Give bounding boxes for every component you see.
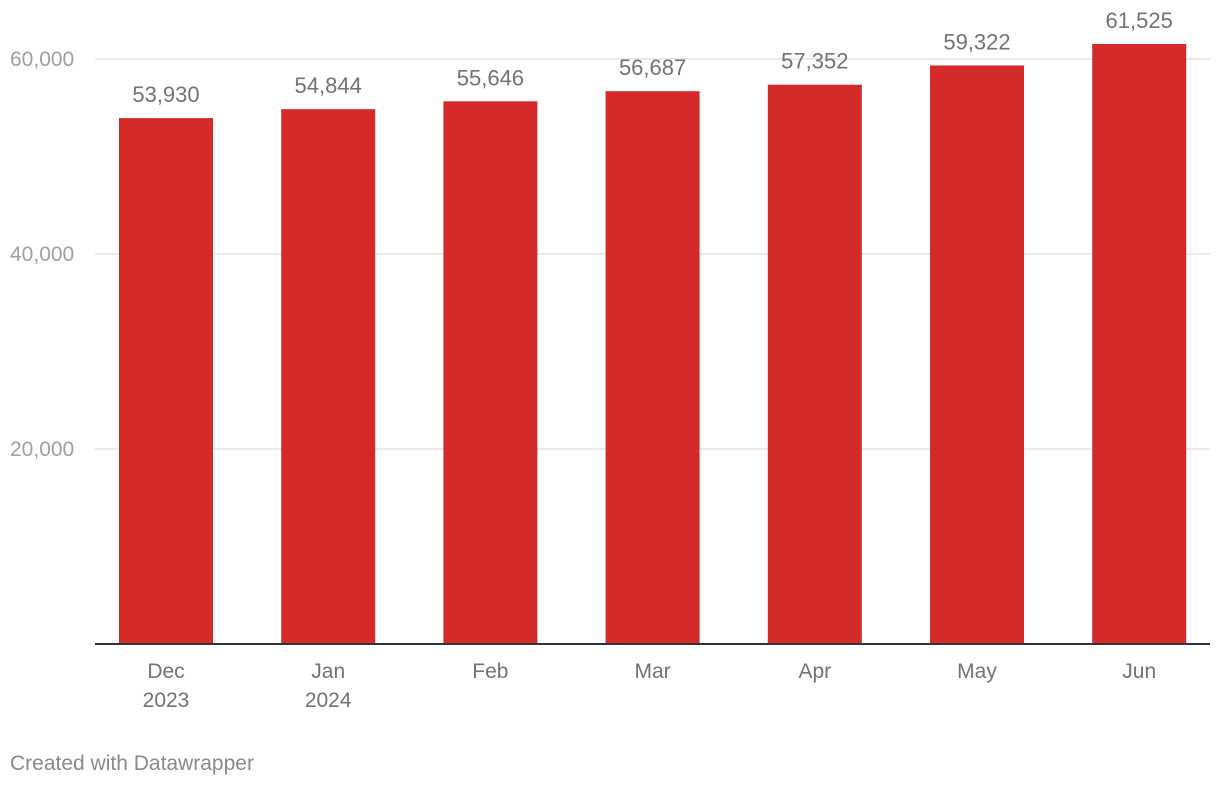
bar [281,109,376,645]
value-label: 57,352 [781,49,848,74]
x-tick-label: Dec 2023 [143,660,190,712]
value-label: 61,525 [1106,8,1173,33]
bar [930,65,1024,644]
y-axis-ticks: 20,000 40,000 60,000 [10,48,74,461]
bar [443,101,538,645]
y-tick-label: 40,000 [10,243,74,266]
y-tick-label: 20,000 [10,438,74,461]
value-label: 59,322 [943,29,1010,54]
value-label: 56,687 [619,55,686,80]
x-axis-ticks: Dec 2023 Jan 2024 Feb Mar Apr May Jun [143,660,1156,712]
bar [119,118,213,645]
x-tick-label: Feb [472,660,508,683]
x-tick-label: Apr [798,660,831,683]
value-label: 54,844 [295,73,362,98]
value-labels: 53,930 54,844 55,646 56,687 57,352 59,322 61,5… [132,8,1172,107]
y-tick-label: 60,000 [10,48,74,71]
x-tick-label: Jan 2024 [305,660,352,712]
x-tick-label: May [957,660,997,683]
value-label: 53,930 [132,82,199,107]
x-tick-label: Jun [1122,660,1156,683]
value-label: 55,646 [457,65,524,90]
bars [119,44,1187,645]
bar [767,84,862,644]
credit-text: Created with Datawrapper [10,752,254,775]
bar-chart: 20,000 40,000 60,000 53,930 54,844 55,646 56,… [10,8,1210,712]
bar [1092,44,1187,644]
bar [605,91,700,644]
x-tick-label: Mar [635,660,671,683]
